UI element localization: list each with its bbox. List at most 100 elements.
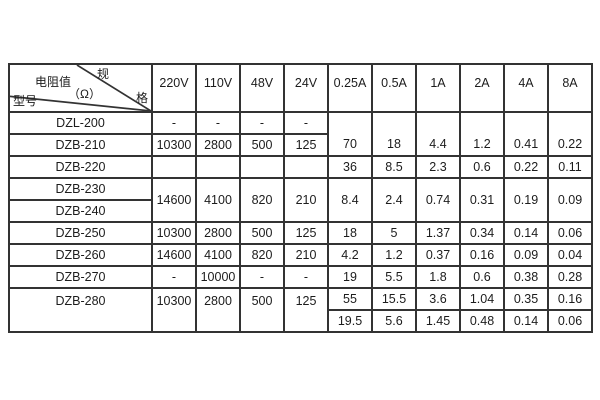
- value-cell-empty: [151, 155, 197, 179]
- value-cell: 10000: [195, 265, 241, 289]
- value-cell: 5.6: [371, 309, 417, 333]
- value-cell: 10300: [151, 287, 197, 333]
- value-cell: 0.48: [459, 309, 505, 333]
- value-cell: 4100: [195, 177, 241, 223]
- value-cell: 0.16: [547, 287, 593, 311]
- value-cell: 0.41: [503, 111, 549, 157]
- resistance-spec-table: 规 格 电阻值 （Ω） 型号 220V 110V 48V 24V 0.25A 0…: [8, 63, 593, 333]
- value-cell: 0.31: [459, 177, 505, 223]
- value-cell: 0.22: [547, 111, 593, 157]
- col-header-4a: 4A: [503, 63, 549, 113]
- corner-header: 规 格 电阻值 （Ω） 型号: [8, 63, 153, 113]
- value-cell: 14600: [151, 243, 197, 267]
- col-header-0-25a: 0.25A: [327, 63, 373, 113]
- model-cell-dzl-200: DZL-200: [8, 111, 153, 135]
- row-dzb-230: DZB-230 14600 4100 820 210 8.4 2.4 0.74 …: [8, 177, 593, 223]
- value-cell: -: [283, 111, 329, 135]
- header-row: 规 格 电阻值 （Ω） 型号 220V 110V 48V 24V 0.25A 0…: [8, 63, 593, 113]
- diagonal-divider-lines: [11, 66, 150, 110]
- value-cell: 19: [327, 265, 373, 289]
- corner-model-label: 型号: [13, 94, 38, 108]
- value-cell: 0.37: [415, 243, 461, 267]
- value-cell: 2800: [195, 133, 241, 157]
- value-cell: -: [151, 111, 197, 135]
- value-cell: -: [239, 265, 285, 289]
- value-cell: 14600: [151, 177, 197, 223]
- value-cell: 1.8: [415, 265, 461, 289]
- value-cell: -: [195, 111, 241, 135]
- corner-spec-char-bottom: 格: [135, 91, 148, 105]
- value-cell: 5: [371, 221, 417, 245]
- row-dzb-240: DZB-240: [8, 199, 592, 223]
- model-cell-dzb-210: DZB-210: [8, 133, 153, 157]
- value-cell: 125: [283, 221, 329, 245]
- value-cell: 2.3: [415, 155, 461, 179]
- value-cell: 2800: [195, 221, 241, 245]
- col-header-1a: 1A: [415, 63, 461, 113]
- value-cell: 500: [239, 287, 285, 333]
- value-cell: 500: [239, 133, 285, 157]
- value-cell: 55: [327, 287, 373, 311]
- value-cell: 0.14: [503, 221, 549, 245]
- model-cell-dzb-280: DZB-280: [8, 287, 153, 333]
- value-cell: 0.09: [503, 243, 549, 267]
- value-cell: 0.34: [459, 221, 505, 245]
- row-dzb-220: DZB-220 36 8.5 2.3 0.6 0.22 0.11: [8, 155, 593, 179]
- value-cell: 210: [283, 177, 329, 223]
- value-cell: 1.45: [415, 309, 461, 333]
- value-cell-empty: [283, 155, 329, 179]
- value-cell: 10300: [151, 133, 197, 157]
- value-cell: 4.4: [415, 111, 461, 157]
- value-cell: 8.4: [327, 177, 373, 223]
- model-cell-dzb-260: DZB-260: [8, 243, 153, 267]
- value-cell-empty: [195, 155, 241, 179]
- col-header-0-5a: 0.5A: [371, 63, 417, 113]
- value-cell: 0.09: [547, 177, 593, 223]
- value-cell: 5.5: [371, 265, 417, 289]
- value-cell: 70: [327, 111, 373, 157]
- value-cell: 820: [239, 177, 285, 223]
- corner-spec-char-top: 规: [97, 67, 110, 81]
- corner-resistance-label: 电阻值: [35, 75, 72, 89]
- value-cell: 0.74: [415, 177, 461, 223]
- value-cell: 0.28: [547, 265, 593, 289]
- value-cell: 0.35: [503, 287, 549, 311]
- value-cell: 1.2: [371, 243, 417, 267]
- model-cell-dzb-250: DZB-250: [8, 221, 153, 245]
- value-cell: 19.5: [327, 309, 373, 333]
- col-header-220v: 220V: [151, 63, 197, 113]
- col-header-24v: 24V: [283, 63, 329, 113]
- value-cell: 3.6: [415, 287, 461, 311]
- value-cell-empty: [239, 155, 285, 179]
- row-dzb-250: DZB-250 10300 2800 500 125 18 5 1.37 0.3…: [8, 221, 593, 245]
- value-cell: 18: [371, 111, 417, 157]
- value-cell: 0.6: [459, 155, 505, 179]
- spec-table-container: 规 格 电阻值 （Ω） 型号 220V 110V 48V 24V 0.25A 0…: [8, 63, 593, 333]
- value-cell: 820: [239, 243, 285, 267]
- value-cell: -: [151, 265, 197, 289]
- value-cell: 0.06: [547, 221, 593, 245]
- value-cell: 2800: [195, 287, 241, 333]
- row-dzb-260: DZB-260 14600 4100 820 210 4.2 1.2 0.37 …: [8, 243, 593, 267]
- value-cell: 0.16: [459, 243, 505, 267]
- corner-resistance-unit: （Ω）: [68, 87, 101, 101]
- value-cell: 0.22: [503, 155, 549, 179]
- corner-wrap: 规 格 电阻值 （Ω） 型号: [11, 66, 150, 110]
- col-header-48v: 48V: [239, 63, 285, 113]
- value-cell: 0.04: [547, 243, 593, 267]
- row-dzb-210: DZB-210 10300 2800 500 125: [8, 133, 592, 157]
- model-cell-dzb-270: DZB-270: [8, 265, 153, 289]
- row-dzb-280-a: DZB-280 10300 2800 500 125 55 15.5 3.6 1…: [8, 287, 593, 333]
- model-cell-dzb-230: DZB-230: [8, 177, 153, 201]
- col-header-8a: 8A: [547, 63, 593, 113]
- value-cell: 125: [283, 133, 329, 157]
- value-cell: 125: [283, 287, 329, 333]
- value-cell: 0.06: [547, 309, 593, 333]
- row-dzb-280-b: 19.5 5.6 1.45 0.48 0.14 0.06: [9, 309, 593, 333]
- value-cell: 1.04: [459, 287, 505, 311]
- value-cell: 4.2: [327, 243, 373, 267]
- col-header-2a: 2A: [459, 63, 505, 113]
- value-cell: 15.5: [371, 287, 417, 311]
- value-cell: 4100: [195, 243, 241, 267]
